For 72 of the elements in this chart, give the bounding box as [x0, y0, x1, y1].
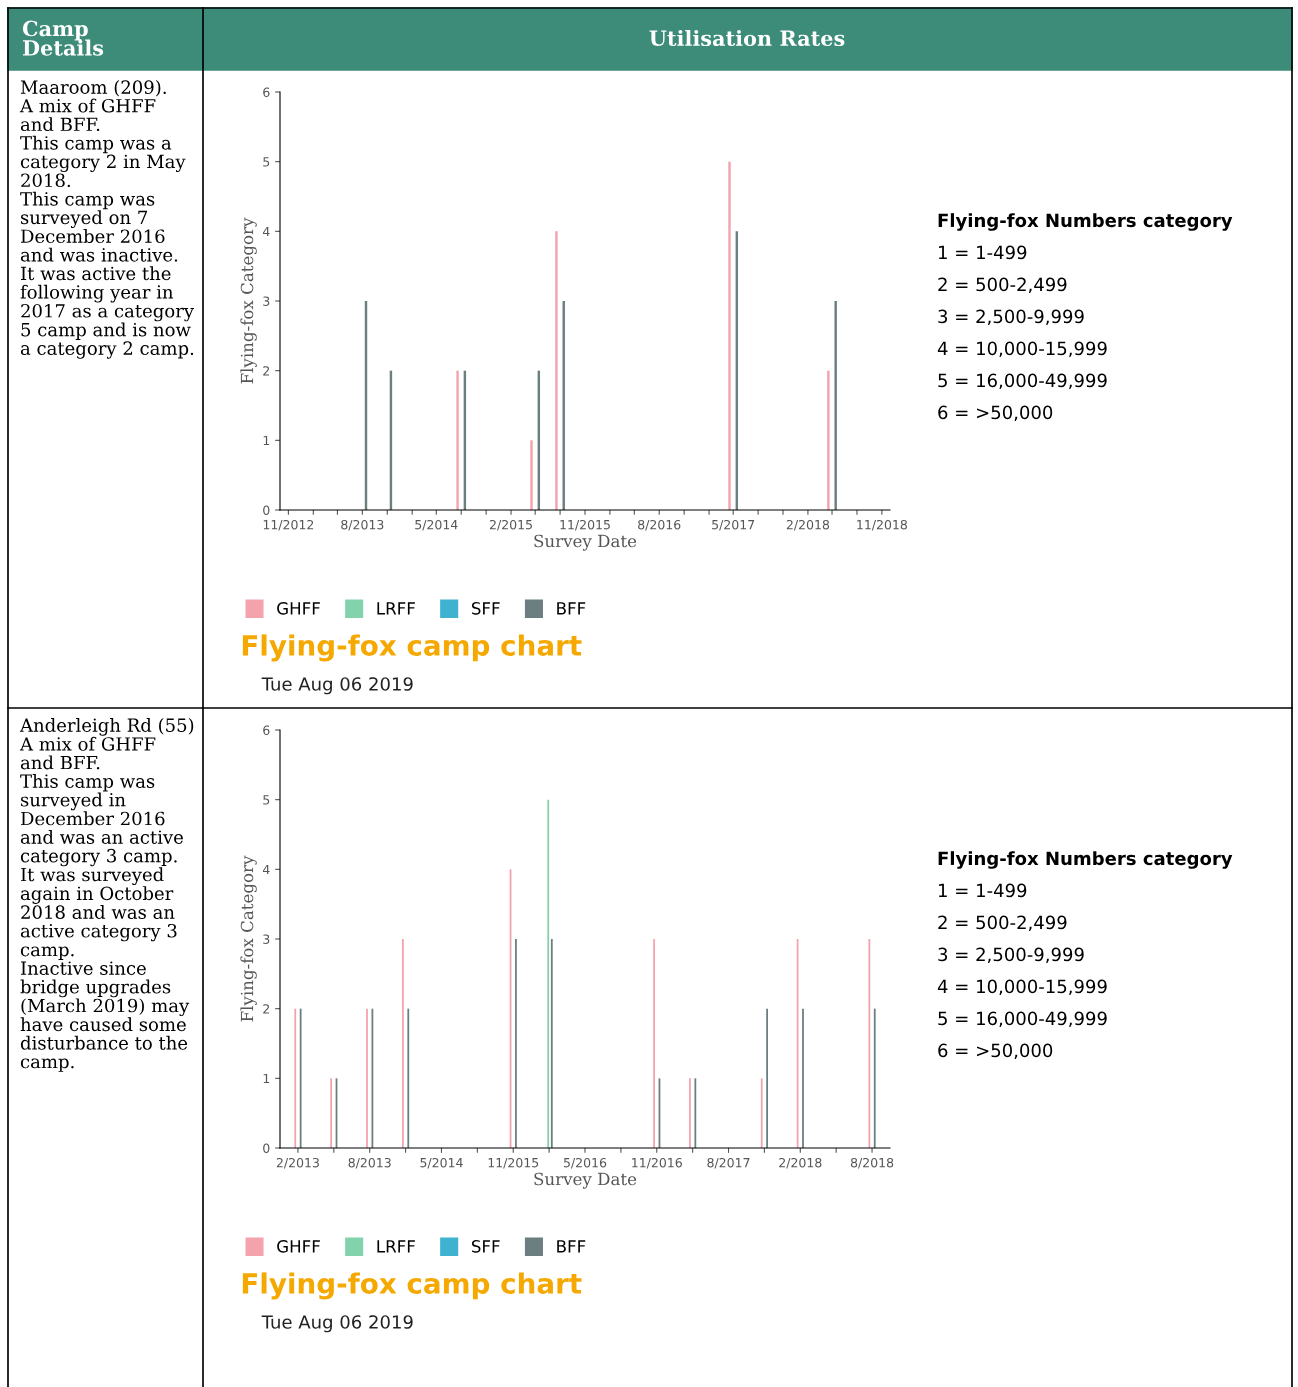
- y-tick-label: 6: [263, 725, 270, 735]
- text: Camp Details: [22, 20, 104, 56]
- y-tick-label: 5: [263, 157, 270, 167]
- text: Anderleigh Rd (55) A mix of GHFF and BFF. This camp was surveyed in December 2016 and was an active category 3 camp. It was surveyed again in October 2018 and was an active category 3 camp. Inactive since bridge upgrades (March 2019) may have caused some disturbance to the camp.: [19, 718, 194, 1072]
- legend-label: BFF: [557, 1240, 586, 1253]
- y-tick-label: 1: [263, 435, 270, 446]
- text: 3 = 2,500-9,999: [938, 309, 1084, 326]
- text: Flying-fox camp chart: [242, 634, 582, 662]
- text: Utilisation Rates: [649, 29, 845, 47]
- bar: [530, 440, 533, 510]
- text: 3 = 2,500-9,999: [938, 947, 1084, 964]
- legend-label: LRFF: [377, 602, 415, 615]
- x-tick-label: 11/2015: [488, 1157, 539, 1169]
- text: Tue Aug 06 2019: [261, 1315, 413, 1333]
- y-tick-label: 4: [262, 864, 270, 875]
- y-tick-label: 6: [263, 87, 270, 97]
- legend-label: SFF: [471, 602, 500, 615]
- text: 2 = 500-2,499: [938, 277, 1067, 294]
- bar: [456, 370, 459, 510]
- y-tick-label: 2: [263, 1004, 270, 1014]
- x-tick-label: 2/2018: [786, 519, 830, 531]
- bar: [827, 370, 830, 510]
- text: 5 = 16,000-49,999: [938, 1011, 1107, 1028]
- x-tick-label: 8/2016: [638, 519, 681, 531]
- y-tick-label: 0: [263, 505, 270, 515]
- legend-label: SFF: [471, 1240, 500, 1253]
- bar: [728, 161, 731, 510]
- text: 4 = 10,000-15,999: [937, 341, 1107, 358]
- x-axis-title: Survey Date: [534, 1172, 637, 1189]
- text: Maaroom (209). A mix of GHFF and BFF. This camp was a category 2 in May 2018. This camp was surveyed on 7 December 2016 and was inactive. It was active the following year in 2017 as a category 5 camp and is now a category 2 camp.: [19, 80, 194, 359]
- y-tick-label: 3: [263, 296, 270, 306]
- x-tick-label: 2/2015: [489, 519, 532, 531]
- text: 2 = 500-2,499: [938, 915, 1067, 932]
- text: 4 = 10,000-15,999: [937, 979, 1107, 996]
- x-tick-label: 11/2012: [263, 519, 314, 531]
- legend-label: BFF: [557, 602, 586, 615]
- x-tick-label: 8/2017: [707, 1157, 750, 1169]
- x-tick-label: 5/2017: [712, 519, 755, 531]
- x-tick-label: 11/2015: [560, 519, 610, 531]
- x-tick-label: 8/2013: [341, 519, 384, 531]
- bar: [834, 301, 837, 510]
- x-tick-label: 2/2013: [276, 1157, 319, 1169]
- text: 5 = 16,000-49,999: [938, 373, 1107, 390]
- text: Tue Aug 06 2019: [261, 677, 413, 695]
- x-tick-label: 11/2018: [857, 519, 907, 531]
- x-tick-label: 5/2014: [420, 1157, 463, 1169]
- x-axis-title: Survey Date: [534, 534, 637, 551]
- x-tick-label: 5/2016: [563, 1157, 607, 1169]
- y-tick-label: 2: [263, 366, 270, 376]
- y-tick-label: 4: [262, 226, 270, 237]
- text: 6 = >50,000: [938, 405, 1053, 422]
- y-tick-label: 5: [263, 795, 270, 805]
- y-tick-label: 0: [263, 1143, 270, 1153]
- x-tick-label: 11/2016: [632, 1157, 682, 1169]
- y-axis-title: Flying-fox Category: [240, 217, 257, 384]
- text: Flying-fox Numbers category: [938, 851, 1233, 869]
- legend-label: LRFF: [377, 1240, 415, 1253]
- y-axis-title: Flying-fox Category: [240, 855, 257, 1022]
- text: 6 = >50,000: [938, 1043, 1053, 1060]
- text: 1 = 1-499: [938, 883, 1027, 898]
- y-tick-label: 3: [263, 934, 270, 944]
- x-tick-label: 8/2018: [850, 1157, 894, 1169]
- legend-label: GHFF: [277, 1240, 320, 1253]
- x-tick-label: 5/2014: [415, 519, 458, 531]
- legend-label: GHFF: [277, 602, 320, 615]
- x-tick-label: 2/2018: [779, 1157, 822, 1169]
- text: Flying-fox camp chart: [242, 1272, 582, 1300]
- text: 1 = 1-499: [938, 245, 1027, 260]
- bar: [555, 231, 558, 510]
- x-tick-label: 8/2013: [348, 1157, 391, 1169]
- text: Flying-fox Numbers category: [938, 213, 1233, 231]
- y-tick-label: 1: [263, 1073, 270, 1084]
